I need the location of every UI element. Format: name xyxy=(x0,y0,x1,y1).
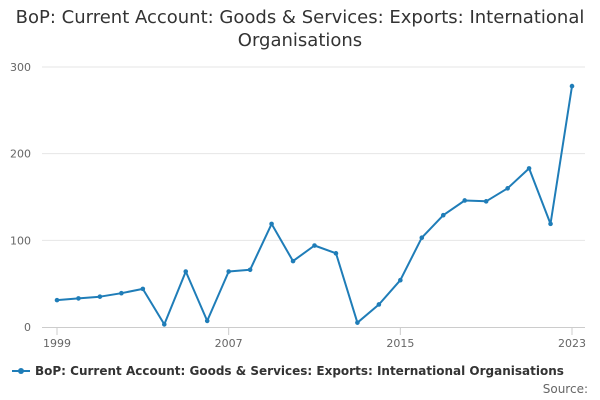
y-axis-labels: 0 100 200 300 xyxy=(10,61,31,334)
data-point[interactable] xyxy=(312,243,317,248)
data-point[interactable] xyxy=(376,302,382,307)
data-point[interactable] xyxy=(419,235,425,241)
data-point[interactable] xyxy=(97,294,103,299)
data-point[interactable] xyxy=(54,297,60,303)
chart-title: BoP: Current Account: Goods & Services: … xyxy=(15,7,585,51)
data-point[interactable] xyxy=(204,318,210,324)
data-point[interactable] xyxy=(333,251,339,256)
data-point[interactable] xyxy=(483,199,489,204)
x-tick-label: 2023 xyxy=(558,337,586,350)
data-point[interactable] xyxy=(398,277,403,283)
x-tick-label: 1999 xyxy=(43,337,71,350)
x-tick-label: 2007 xyxy=(215,337,243,350)
legend-swatch xyxy=(12,367,30,375)
data-point[interactable] xyxy=(140,286,146,292)
data-point[interactable] xyxy=(76,296,81,301)
grid-lines xyxy=(42,66,585,241)
y-tick-label: 100 xyxy=(10,234,31,247)
data-point[interactable] xyxy=(526,166,532,171)
data-point[interactable] xyxy=(183,269,189,274)
data-point[interactable] xyxy=(290,258,296,264)
legend-label: BoP: Current Account: Goods & Services: … xyxy=(35,364,564,378)
x-tick-label: 2015 xyxy=(386,337,414,350)
data-point[interactable] xyxy=(569,83,575,89)
data-point[interactable] xyxy=(119,290,124,296)
data-point[interactable] xyxy=(548,221,553,227)
data-point[interactable] xyxy=(247,267,253,273)
x-axis xyxy=(42,327,585,335)
series-layer xyxy=(54,83,575,327)
data-point[interactable] xyxy=(355,320,360,325)
source-label: Source: xyxy=(542,382,588,396)
y-tick-label: 300 xyxy=(10,61,31,74)
legend[interactable]: BoP: Current Account: Goods & Services: … xyxy=(12,364,564,378)
data-point[interactable] xyxy=(269,221,274,227)
x-axis-labels: 1999 2007 2015 2023 xyxy=(43,337,586,350)
series-line xyxy=(56,85,573,326)
y-tick-label: 0 xyxy=(24,321,31,334)
data-point[interactable] xyxy=(226,269,231,274)
y-tick-label: 200 xyxy=(10,148,31,161)
data-point[interactable] xyxy=(462,198,468,203)
data-point[interactable] xyxy=(505,186,510,191)
data-point[interactable] xyxy=(161,322,167,327)
data-point[interactable] xyxy=(440,212,446,218)
